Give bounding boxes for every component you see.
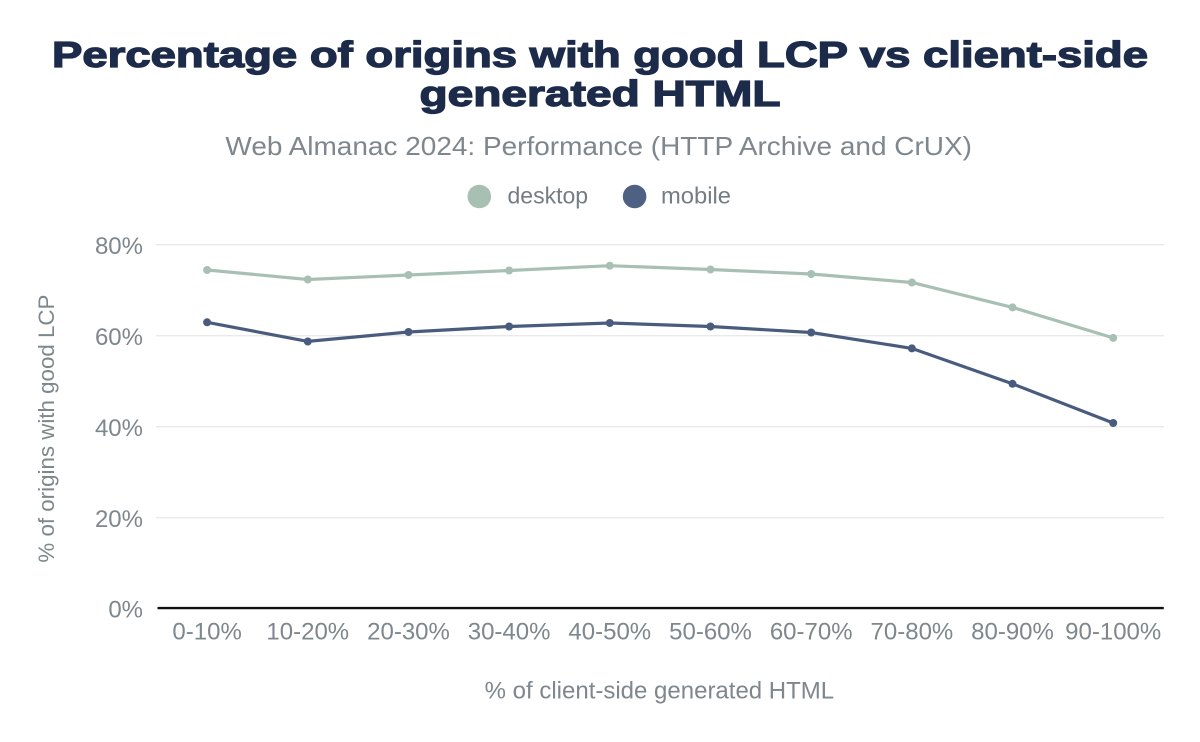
svg-text:70-80%: 70-80%: [871, 619, 954, 646]
svg-text:% of origins with good LCP: % of origins with good LCP: [34, 295, 59, 563]
svg-text:0-10%: 0-10%: [172, 619, 241, 646]
svg-text:10-20%: 10-20%: [266, 619, 349, 646]
svg-text:% of client-side generated HTM: % of client-side generated HTML: [485, 678, 835, 705]
svg-text:desktop: desktop: [508, 183, 589, 209]
svg-text:30-40%: 30-40%: [468, 619, 551, 646]
svg-text:20%: 20%: [95, 506, 143, 533]
svg-text:50-60%: 50-60%: [669, 619, 752, 646]
svg-text:60%: 60%: [95, 324, 143, 351]
svg-text:generated HTML: generated HTML: [420, 73, 781, 114]
svg-text:Web Almanac 2024: Performance: Web Almanac 2024: Performance (HTTP Arch…: [225, 131, 972, 161]
svg-text:Percentage of origins with goo: Percentage of origins with good LCP vs c…: [52, 34, 1148, 75]
svg-text:40%: 40%: [95, 415, 143, 442]
svg-text:mobile: mobile: [661, 183, 731, 209]
svg-text:20-30%: 20-30%: [367, 619, 450, 646]
svg-text:90-100%: 90-100%: [1065, 619, 1161, 646]
svg-text:80%: 80%: [95, 233, 143, 260]
svg-text:60-70%: 60-70%: [770, 619, 853, 646]
svg-text:80-90%: 80-90%: [971, 619, 1054, 646]
svg-text:0%: 0%: [108, 597, 143, 624]
svg-text:40-50%: 40-50%: [568, 619, 651, 646]
